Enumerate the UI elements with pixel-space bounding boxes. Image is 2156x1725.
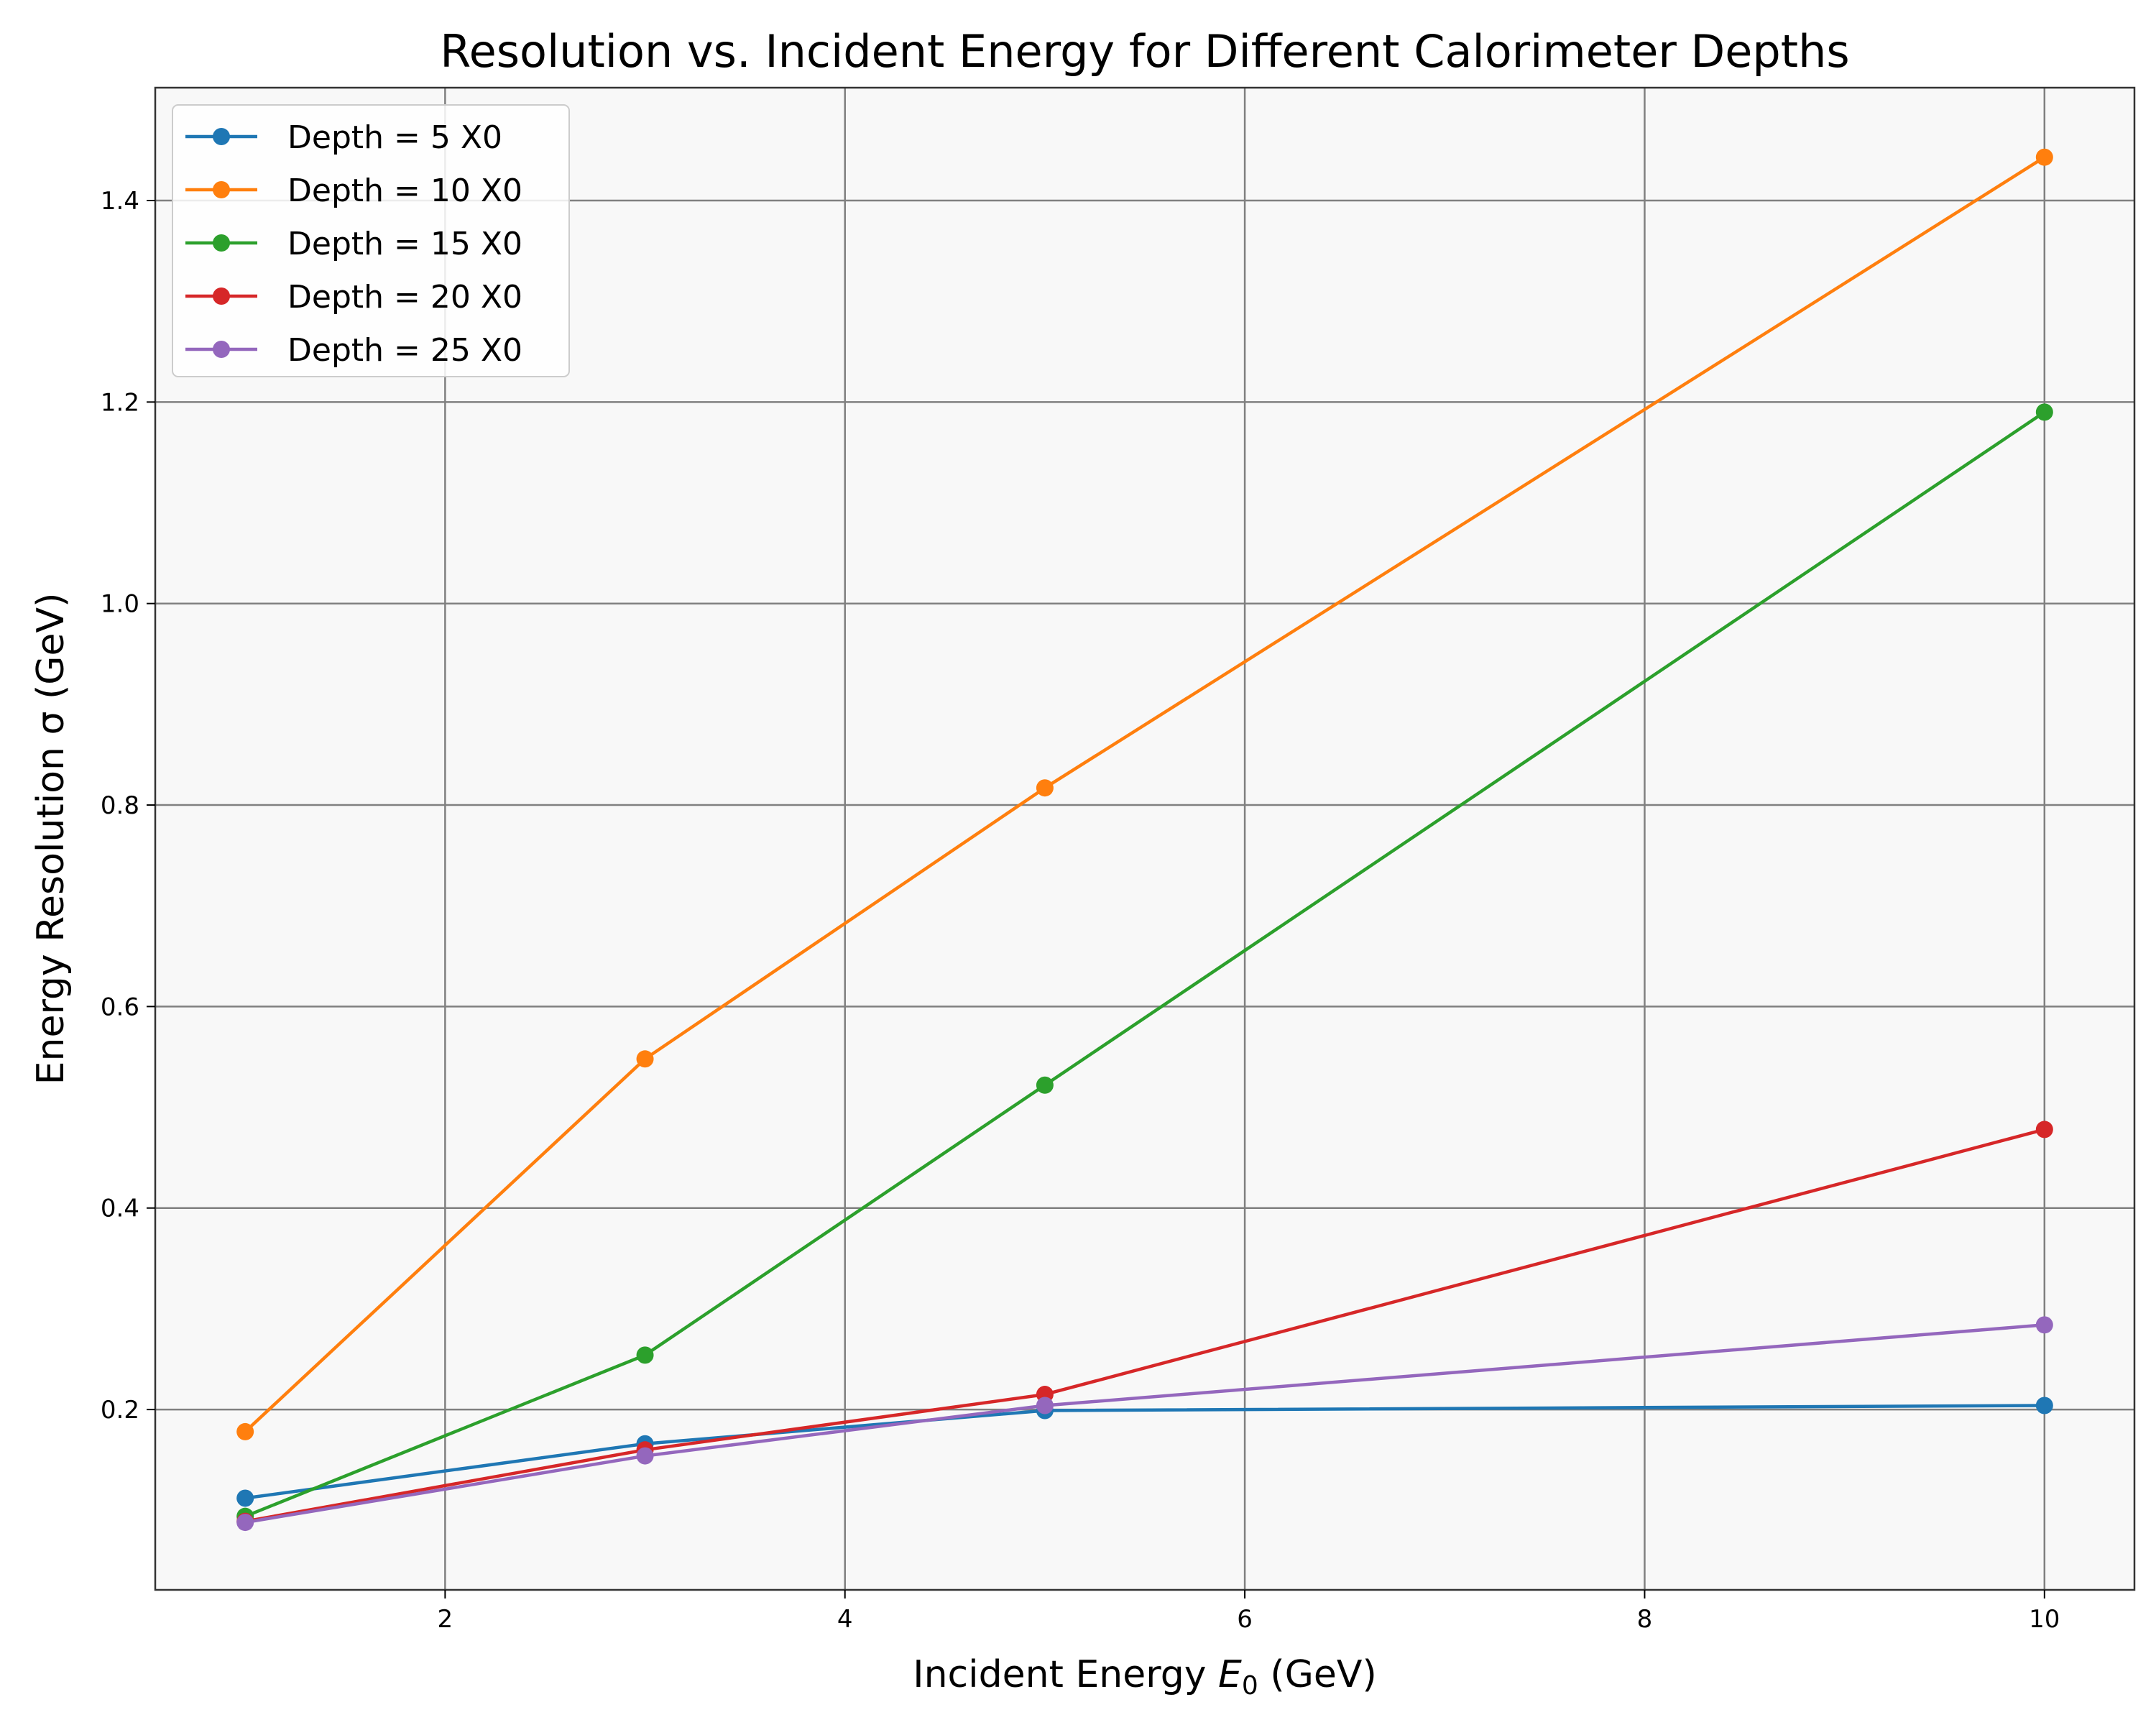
y-tick-label: 1.4 xyxy=(101,187,139,216)
x-axis-label: Incident Energy E0 (GeV) xyxy=(913,1653,1377,1701)
data-point xyxy=(636,1346,654,1364)
series-line xyxy=(244,1404,2045,1500)
data-point xyxy=(236,1514,254,1532)
legend-item: Depth = 25 X0 xyxy=(185,332,522,369)
y-tick-label: 0.4 xyxy=(101,1195,139,1223)
series-line xyxy=(244,1128,2045,1523)
series-3 xyxy=(236,403,2053,1525)
legend-item: Depth = 10 X0 xyxy=(185,172,522,209)
legend-label: Depth = 25 X0 xyxy=(287,332,522,369)
y-tick-label: 0.8 xyxy=(101,791,139,820)
legend-marker xyxy=(213,234,230,252)
y-tick-label: 1.0 xyxy=(101,590,139,619)
series-line xyxy=(244,410,2046,1518)
y-tick-label: 1.2 xyxy=(101,388,139,417)
series-line xyxy=(244,155,2046,1433)
data-point xyxy=(2035,1397,2053,1414)
legend-label: Depth = 15 X0 xyxy=(287,226,522,262)
legend-marker xyxy=(213,288,230,305)
y-axis-label: Energy Resolution σ (GeV) xyxy=(29,593,73,1085)
data-point xyxy=(236,1422,254,1440)
data-point xyxy=(1036,1397,1054,1414)
legend-label: Depth = 5 X0 xyxy=(287,119,502,156)
x-tick-label: 8 xyxy=(1637,1605,1653,1634)
x-tick-label: 2 xyxy=(438,1605,453,1634)
series-2 xyxy=(236,148,2053,1440)
y-tick-label: 0.6 xyxy=(101,993,139,1021)
series-lines xyxy=(236,148,2053,1532)
series-5 xyxy=(236,1316,2053,1532)
legend-marker xyxy=(213,181,230,198)
y-tick-label: 0.2 xyxy=(101,1396,139,1425)
x-tick-label: 4 xyxy=(837,1605,853,1634)
data-point xyxy=(2035,148,2053,166)
legend-box xyxy=(172,104,570,377)
legend-item: Depth = 20 X0 xyxy=(185,279,522,316)
legend-item: Depth = 5 X0 xyxy=(185,119,502,156)
plot-frame xyxy=(154,86,2136,1591)
series-line xyxy=(244,1323,2045,1524)
data-point xyxy=(1036,779,1054,797)
legend-marker xyxy=(213,341,230,358)
legend-label: Depth = 10 X0 xyxy=(287,172,522,209)
chart-title: Resolution vs. Incident Energy for Diffe… xyxy=(440,25,1849,78)
legend: Depth = 5 X0 Depth = 10 X0 Depth = 15 X0 De… xyxy=(172,104,570,377)
x-tick-label: 6 xyxy=(1237,1605,1253,1634)
data-point xyxy=(1036,1076,1054,1094)
data-point xyxy=(636,1050,654,1068)
data-point xyxy=(2035,1316,2053,1334)
grid-lines xyxy=(155,88,2134,1590)
axis-ticks: 2 4 6 8 10 0.2 0.4 0.6 0.8 1.0 1.2 1.4 xyxy=(101,187,2060,1634)
x-tick-label: 10 xyxy=(2029,1605,2060,1634)
data-point xyxy=(2035,1121,2053,1138)
data-point xyxy=(2035,403,2053,421)
legend-item: Depth = 15 X0 xyxy=(185,226,522,262)
legend-label: Depth = 20 X0 xyxy=(287,279,522,316)
data-point xyxy=(236,1489,254,1507)
legend-marker xyxy=(213,128,230,145)
data-point xyxy=(636,1447,654,1465)
